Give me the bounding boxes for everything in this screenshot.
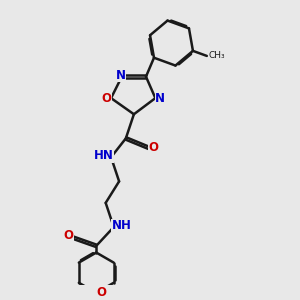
Text: CH₃: CH₃ <box>209 51 226 60</box>
Text: O: O <box>101 92 111 105</box>
Text: N: N <box>155 92 165 105</box>
Text: NH: NH <box>112 219 132 232</box>
Text: HN: HN <box>94 149 113 162</box>
Text: O: O <box>64 229 74 242</box>
Text: O: O <box>96 286 106 298</box>
Text: O: O <box>148 141 158 154</box>
Text: N: N <box>116 69 125 82</box>
